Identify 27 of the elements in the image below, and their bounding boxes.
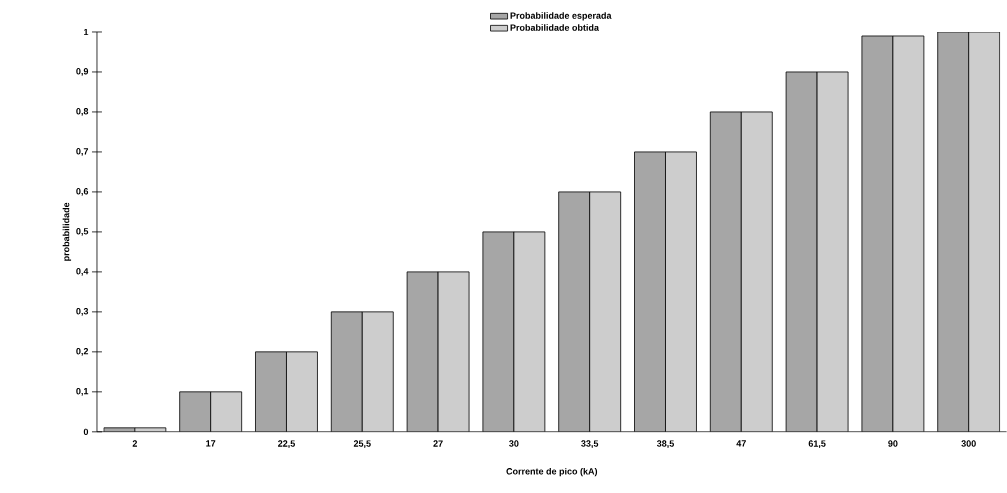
y-tick-label: 1 bbox=[84, 28, 89, 36]
x-tick-label: 22,5 bbox=[278, 440, 295, 449]
x-tick-label: 27 bbox=[433, 440, 443, 447]
x-tick-label: 90 bbox=[888, 440, 898, 447]
x-tick-label: 30 bbox=[509, 440, 519, 447]
y-tick-label: 0,2 bbox=[76, 348, 89, 356]
x-tick-label: 38,5 bbox=[656, 440, 674, 449]
y-tick-label: 0 bbox=[83, 428, 89, 436]
y-tick-label: 0,6 bbox=[76, 188, 89, 196]
x-tick-label: 25,5 bbox=[353, 440, 371, 449]
y-tick-label: 0,5 bbox=[76, 228, 89, 236]
y-tick-label: 0,4 bbox=[76, 268, 89, 276]
x-tick-label: 61,5 bbox=[808, 440, 826, 449]
x-axis-title: Corrente de pico (kA) bbox=[506, 467, 598, 477]
y-tick-label: 0,9 bbox=[76, 68, 89, 76]
legend-label: Probabilidade esperada bbox=[510, 12, 612, 21]
y-tick-label: 0,8 bbox=[76, 108, 89, 116]
y-axis-title: probabilidade bbox=[62, 202, 72, 261]
x-tick-label: 17 bbox=[206, 440, 216, 447]
y-tick-label: 0,3 bbox=[76, 308, 89, 316]
x-tick-label: 300 bbox=[961, 440, 976, 447]
x-tick-label: 33,5 bbox=[581, 440, 599, 449]
y-tick-label: 0,1 bbox=[76, 388, 89, 396]
x-tick-label: 47 bbox=[736, 440, 746, 447]
y-tick-label: 0,7 bbox=[76, 148, 89, 156]
x-tick-label: 2 bbox=[132, 440, 138, 447]
legend-label: Probabilidade obtida bbox=[510, 24, 599, 31]
